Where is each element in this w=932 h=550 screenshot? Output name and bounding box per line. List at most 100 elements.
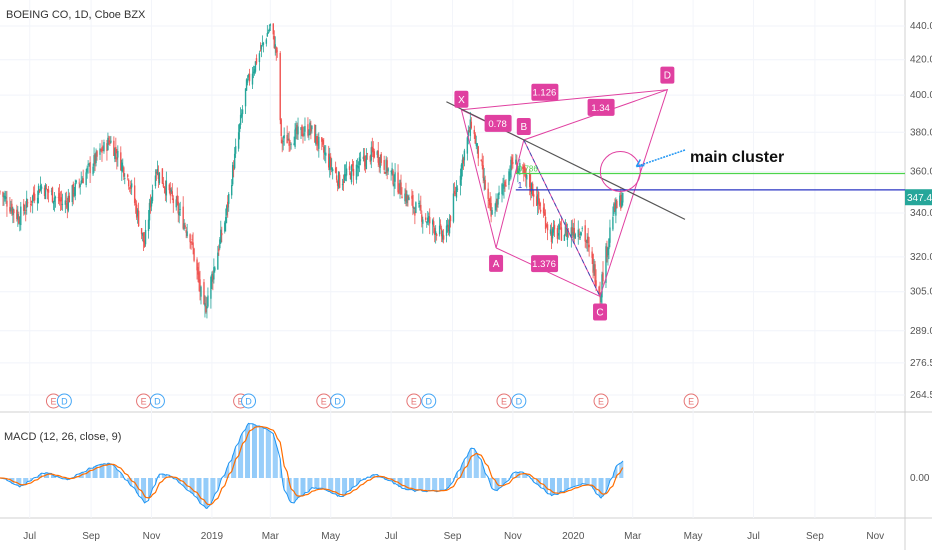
candle-body — [11, 203, 13, 214]
candle-body — [134, 203, 137, 205]
candle-body — [45, 188, 48, 190]
candle-body — [428, 216, 430, 221]
candle-body — [377, 150, 379, 163]
candle-body — [251, 73, 254, 85]
candle-body — [279, 53, 281, 121]
candle-body — [605, 246, 607, 283]
event-marker-label: D — [61, 397, 68, 407]
candle-body — [226, 205, 228, 216]
candle-body — [66, 202, 69, 208]
candle-body — [573, 227, 575, 237]
candle-body — [86, 167, 88, 173]
candle-body — [574, 234, 576, 239]
candle-body — [543, 212, 546, 216]
candle-body — [82, 178, 84, 184]
time-tick-label: May — [321, 531, 340, 542]
candle-body — [5, 196, 7, 199]
candle-body — [47, 189, 50, 193]
candle-body — [40, 186, 43, 189]
candle-body — [331, 169, 334, 172]
event-marker-label: D — [516, 397, 523, 407]
candle-body — [588, 244, 590, 248]
candle-body — [129, 187, 131, 189]
candle-body — [154, 175, 157, 187]
candle-body — [441, 234, 444, 240]
candle-body — [135, 204, 138, 218]
candle-body — [238, 124, 241, 133]
candle-body — [282, 141, 284, 143]
candle-body — [106, 143, 108, 152]
candle-body — [595, 280, 597, 287]
candle-body — [371, 146, 373, 152]
candle-body — [511, 157, 513, 165]
candlestick-series — [0, 23, 624, 319]
candle-body — [505, 185, 507, 187]
candle-body — [553, 224, 556, 230]
candle-body — [245, 79, 248, 91]
candle-body — [564, 226, 567, 234]
candle-body — [178, 211, 180, 216]
candle-body — [386, 160, 388, 173]
candle-body — [364, 158, 367, 167]
candle-body — [572, 231, 574, 236]
time-tick-label: Nov — [504, 531, 522, 542]
price-tick-label: 305.00 — [910, 287, 932, 298]
level-label: 0.786 — [518, 165, 539, 174]
candle-body — [581, 227, 583, 229]
candle-body — [452, 193, 455, 222]
candle-body — [218, 248, 220, 252]
ratio-box — [531, 83, 559, 101]
candle-body — [325, 152, 327, 156]
candle-body — [495, 201, 497, 211]
candle-body — [233, 153, 236, 169]
candle-body — [2, 192, 4, 197]
candle-body — [318, 136, 320, 149]
candle-body — [204, 303, 206, 307]
candle-body — [297, 126, 299, 135]
candle-body — [231, 165, 234, 185]
candle-body — [151, 189, 154, 201]
candle-body — [295, 127, 297, 131]
candle-body — [140, 228, 143, 235]
candle-body — [512, 162, 514, 164]
candle-body — [462, 157, 465, 164]
candle-body — [455, 186, 458, 198]
candle-body — [109, 141, 111, 144]
candle-body — [230, 185, 233, 196]
candle-body — [286, 135, 288, 144]
candle-body — [592, 254, 594, 273]
candle-body — [16, 209, 18, 219]
candle-body — [614, 202, 616, 212]
candle-body — [400, 182, 402, 195]
candle-body — [164, 187, 167, 194]
candle-body — [442, 235, 445, 240]
candle-body — [338, 174, 341, 188]
candle-body — [366, 153, 369, 155]
price-tick-label: 289.00 — [910, 326, 932, 337]
event-marker — [496, 393, 512, 409]
candle-body — [390, 170, 392, 172]
candle-body — [38, 189, 41, 193]
candle-body — [468, 130, 471, 133]
candle-body — [267, 31, 270, 33]
candle-body — [563, 234, 566, 241]
candle-body — [328, 153, 330, 168]
event-marker-label: E — [411, 397, 417, 407]
candle-body — [449, 216, 452, 222]
event-marker-label: E — [598, 397, 604, 407]
candle-body — [18, 216, 20, 224]
candle-body — [53, 197, 56, 203]
candle-body — [414, 211, 416, 216]
candle-body — [253, 69, 256, 74]
candle-body — [501, 184, 503, 195]
candle-body — [539, 209, 542, 212]
level-label: 1 — [518, 181, 523, 190]
last-price-badge — [905, 189, 932, 206]
candle-body — [198, 272, 200, 283]
candle-body — [32, 192, 35, 197]
ratio-box — [587, 98, 615, 116]
macd-signal-line — [0, 426, 624, 506]
candle-body — [376, 151, 378, 155]
